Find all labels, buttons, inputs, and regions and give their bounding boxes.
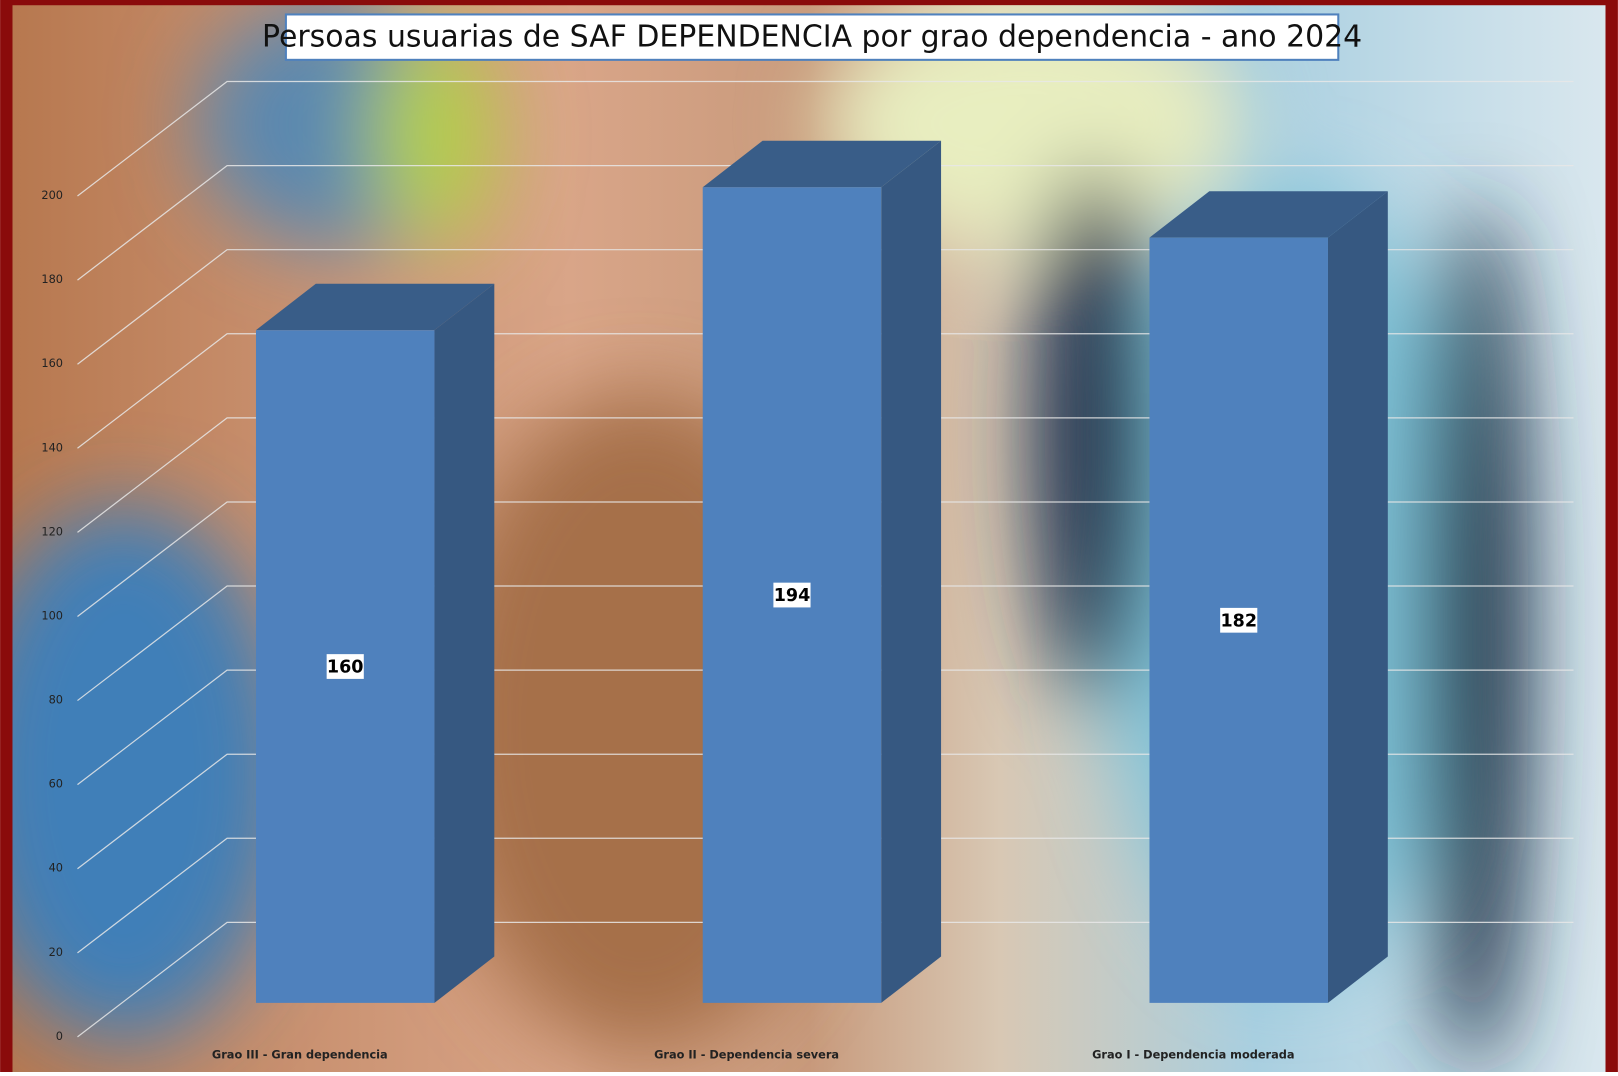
bar-top [702, 140, 942, 188]
bar-top [1149, 191, 1388, 238]
y-tick-label: 160 [41, 356, 63, 370]
y-tick-label: 20 [49, 945, 63, 959]
value-label: 194 [774, 586, 811, 606]
y-tick-label: 180 [41, 272, 63, 286]
grid-line [77, 164, 1574, 281]
y-tick-label: 120 [41, 524, 63, 538]
x-tick-label: Grao II - Dependencia severa [654, 1047, 839, 1061]
value-label-bg [773, 582, 811, 608]
value-label: 182 [1220, 611, 1257, 631]
value-label: 160 [327, 658, 364, 678]
y-tick-label: 0 [56, 1029, 63, 1043]
grid-line [77, 417, 1574, 533]
grid-line [77, 921, 1574, 1038]
grid-line [77, 80, 1574, 197]
grid-line [77, 669, 1574, 786]
grid-line [77, 333, 1574, 449]
y-tick-label: 80 [49, 693, 63, 707]
grid-line [77, 249, 1574, 365]
bar-side [434, 283, 495, 1003]
x-tick-label: Grao I - Dependencia moderada [1092, 1047, 1294, 1061]
chart-title: Persoas usuarias de SAF DEPENDENCIA por … [262, 20, 1362, 55]
bar-top [255, 283, 495, 331]
bar-side [1327, 191, 1388, 1003]
x-tick-label: Grao III - Gran dependencia [212, 1047, 388, 1061]
y-tick-label: 100 [41, 608, 63, 622]
value-label-bg [326, 654, 364, 679]
y-tick-label: 60 [49, 777, 63, 791]
y-tick-label: 200 [41, 188, 63, 202]
grid-line [77, 501, 1574, 617]
y-tick-label: 140 [41, 440, 63, 454]
y-tick-label: 40 [49, 861, 63, 875]
grid-line [77, 753, 1574, 870]
grid-line [77, 837, 1574, 954]
bar-side [881, 140, 942, 1003]
title-box [284, 13, 1340, 61]
grid-line [77, 585, 1574, 702]
value-label-bg [1220, 607, 1258, 633]
